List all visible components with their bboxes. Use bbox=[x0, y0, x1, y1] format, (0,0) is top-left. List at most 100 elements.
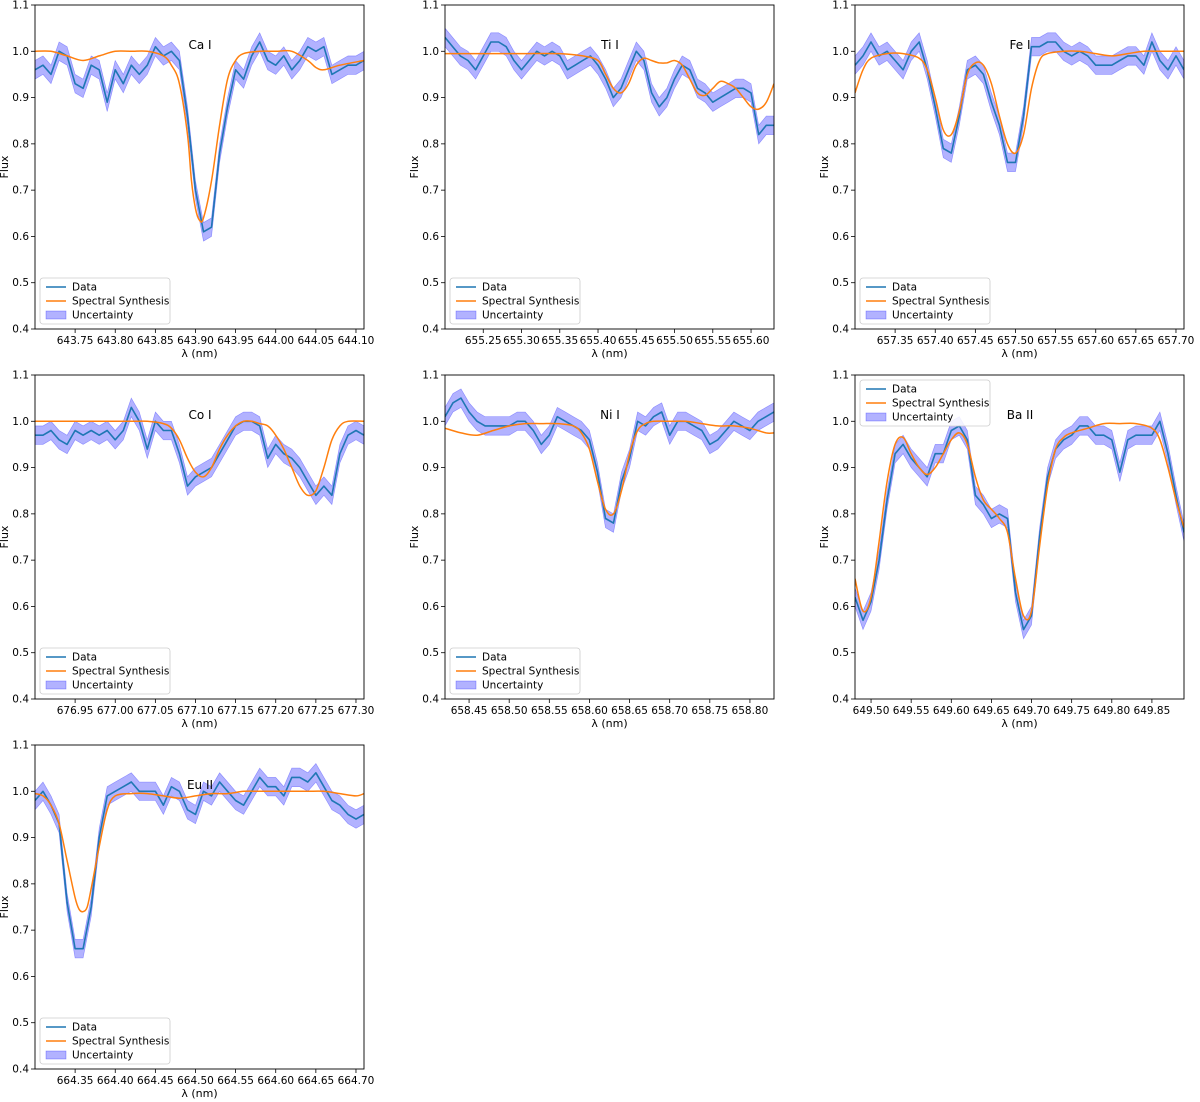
y-tick-label: 0.4 bbox=[832, 324, 849, 336]
x-tick-label: 664.70 bbox=[338, 1075, 375, 1087]
y-tick-label: 0.8 bbox=[12, 138, 29, 150]
y-tick-label: 0.8 bbox=[832, 508, 849, 520]
x-tick-label: 655.40 bbox=[580, 335, 617, 347]
synthesis-line bbox=[445, 52, 774, 111]
x-tick-label: 664.40 bbox=[97, 1075, 134, 1087]
legend-label: Data bbox=[892, 384, 917, 396]
x-tick-label: 664.35 bbox=[57, 1075, 94, 1087]
x-tick-label: 657.65 bbox=[1117, 335, 1154, 347]
legend-box bbox=[449, 277, 581, 325]
legend-label: Data bbox=[482, 652, 507, 664]
x-tick-label: 658.60 bbox=[571, 705, 608, 717]
legend-swatch-uncertainty bbox=[865, 412, 887, 422]
y-tick-label: 0.9 bbox=[832, 462, 849, 474]
x-tick-label: 676.95 bbox=[57, 705, 94, 717]
y-axis-label: Flux bbox=[0, 525, 11, 548]
x-axis-label: λ (nm) bbox=[181, 1087, 217, 1100]
y-axis-label: Flux bbox=[818, 525, 831, 548]
x-tick-label: 649.70 bbox=[1013, 705, 1050, 717]
y-tick-label: 0.5 bbox=[422, 277, 439, 289]
y-tick-label: 1.1 bbox=[422, 370, 439, 382]
x-tick-label: 657.50 bbox=[997, 335, 1034, 347]
x-tick-label: 658.75 bbox=[691, 705, 728, 717]
y-tick-label: 0.6 bbox=[12, 971, 29, 983]
legend: Data Spectral Synthesis Uncertainty bbox=[859, 379, 991, 427]
y-tick-label: 0.7 bbox=[422, 555, 439, 567]
y-tick-label: 0.9 bbox=[12, 92, 29, 104]
x-tick-label: 644.10 bbox=[338, 335, 375, 347]
x-tick-label: 643.80 bbox=[97, 335, 134, 347]
data-line bbox=[35, 41, 364, 233]
legend: Data Spectral Synthesis Uncertainty bbox=[449, 277, 581, 325]
y-axis-label: Flux bbox=[408, 155, 421, 178]
legend: Data Spectral Synthesis Uncertainty bbox=[39, 647, 171, 695]
x-tick-label: 677.10 bbox=[177, 705, 214, 717]
y-tick-label: 0.9 bbox=[832, 92, 849, 104]
legend-label: Data bbox=[482, 282, 507, 294]
y-tick-label: 0.9 bbox=[422, 92, 439, 104]
axes-frame bbox=[34, 744, 365, 1070]
y-tick-label: 1.0 bbox=[12, 786, 29, 798]
legend-label: Data bbox=[72, 652, 97, 664]
uncertainty-band bbox=[445, 27, 774, 145]
synthesis-line bbox=[855, 422, 1184, 621]
y-tick-label: 0.9 bbox=[12, 832, 29, 844]
uncertainty-band bbox=[855, 31, 1184, 172]
data-line bbox=[445, 397, 774, 524]
legend: Data Spectral Synthesis Uncertainty bbox=[859, 277, 991, 325]
x-tick-label: 657.45 bbox=[957, 335, 994, 347]
x-tick-label: 649.80 bbox=[1093, 705, 1130, 717]
legend-label: Spectral Synthesis bbox=[72, 666, 169, 678]
x-tick-label: 664.65 bbox=[297, 1075, 334, 1087]
legend-box bbox=[449, 647, 581, 695]
x-axis-label: λ (nm) bbox=[181, 347, 217, 360]
element-title: Fe I bbox=[1010, 38, 1031, 52]
x-tick-label: 658.65 bbox=[611, 705, 648, 717]
synthesis-line bbox=[855, 50, 1184, 155]
y-tick-label: 0.7 bbox=[12, 185, 29, 197]
legend-label: Uncertainty bbox=[892, 310, 953, 322]
data-line bbox=[35, 771, 364, 950]
y-tick-label: 0.8 bbox=[832, 138, 849, 150]
y-tick-label: 0.4 bbox=[832, 694, 849, 706]
legend-label: Spectral Synthesis bbox=[892, 398, 989, 410]
synthesis-line bbox=[445, 420, 774, 516]
x-tick-label: 649.85 bbox=[1134, 705, 1171, 717]
legend-swatch-uncertainty bbox=[45, 680, 67, 690]
x-tick-label: 655.30 bbox=[503, 335, 540, 347]
y-tick-label: 1.1 bbox=[12, 0, 29, 12]
y-tick-label: 0.5 bbox=[12, 647, 29, 659]
y-tick-label: 1.0 bbox=[422, 46, 439, 58]
legend-swatch-uncertainty bbox=[455, 680, 477, 690]
legend-box bbox=[39, 647, 171, 695]
y-tick-label: 0.8 bbox=[422, 508, 439, 520]
y-tick-label: 0.5 bbox=[832, 277, 849, 289]
x-tick-label: 658.80 bbox=[732, 705, 769, 717]
x-axis-label: λ (nm) bbox=[181, 717, 217, 730]
y-tick-label: 0.6 bbox=[422, 231, 439, 243]
x-tick-label: 658.45 bbox=[451, 705, 488, 717]
synthesis-line bbox=[35, 49, 364, 223]
y-tick-label: 0.6 bbox=[422, 601, 439, 613]
synthesis-line bbox=[35, 790, 364, 913]
y-tick-label: 1.0 bbox=[12, 416, 29, 428]
legend-label: Data bbox=[892, 282, 917, 294]
plot-area bbox=[35, 397, 364, 506]
y-tick-label: 0.7 bbox=[832, 555, 849, 567]
axes-frame bbox=[34, 374, 365, 700]
x-tick-label: 655.35 bbox=[541, 335, 578, 347]
plot-area bbox=[445, 27, 774, 145]
x-tick-label: 664.60 bbox=[257, 1075, 294, 1087]
legend-swatch-uncertainty bbox=[45, 310, 67, 320]
y-tick-label: 1.1 bbox=[832, 370, 849, 382]
axes-frame bbox=[34, 4, 365, 330]
y-tick-label: 1.1 bbox=[422, 0, 439, 12]
legend-swatch-uncertainty bbox=[865, 310, 887, 320]
y-axis-label: Flux bbox=[0, 895, 11, 918]
legend-label: Uncertainty bbox=[72, 310, 133, 322]
axes-frame bbox=[444, 374, 775, 700]
y-tick-label: 0.8 bbox=[12, 508, 29, 520]
x-tick-label: 655.25 bbox=[465, 335, 502, 347]
